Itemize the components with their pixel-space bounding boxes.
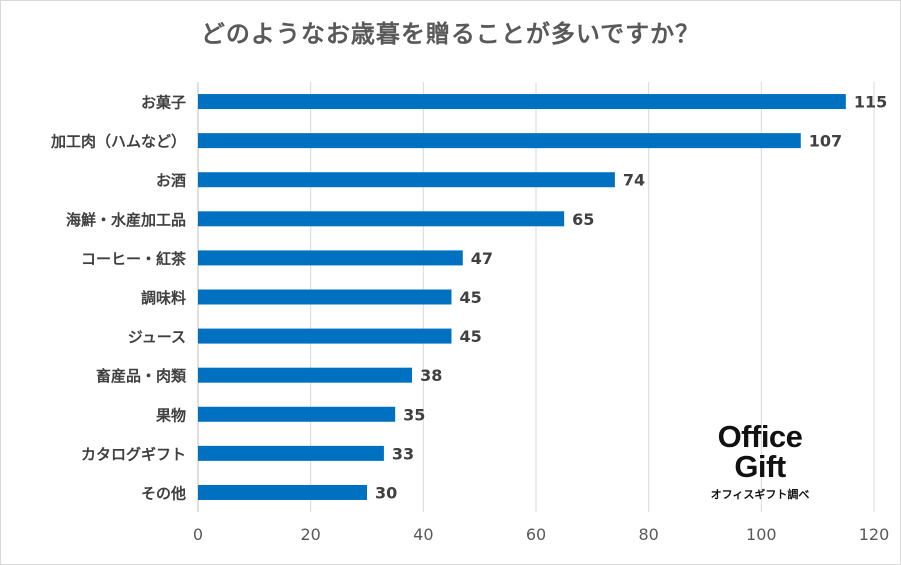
data-label: 45 (460, 327, 482, 346)
category-label: お酒 (156, 172, 186, 190)
category-label: 畜産品・肉類 (96, 367, 187, 385)
bar (198, 406, 396, 422)
bar-layer (198, 94, 846, 500)
bar (198, 172, 615, 188)
data-label: 45 (460, 288, 482, 307)
data-label: 65 (572, 210, 594, 229)
bar (198, 328, 452, 344)
x-tick-label: 80 (638, 525, 658, 544)
x-tick-label: 20 (300, 525, 320, 544)
data-label: 30 (375, 483, 397, 502)
bar (198, 367, 413, 383)
bar (198, 250, 463, 266)
category-label: 果物 (155, 406, 186, 424)
category-label: 調味料 (141, 289, 186, 307)
x-tick-label: 0 (193, 525, 203, 544)
data-label: 47 (471, 249, 493, 268)
x-tick-label: 120 (859, 525, 890, 544)
x-tick-label: 100 (746, 525, 777, 544)
category-label: カタログギフト (81, 445, 186, 463)
bar (198, 133, 801, 149)
bar (198, 445, 384, 461)
category-label: コーヒー・紅茶 (81, 250, 187, 268)
bar (198, 211, 565, 227)
data-label: 38 (420, 366, 442, 385)
data-label: 115 (854, 93, 887, 112)
logo-line-office: Office (717, 419, 803, 454)
bar (198, 484, 367, 500)
bar (198, 289, 452, 305)
category-label: 海鮮・水産加工品 (66, 211, 186, 229)
x-tick-label: 40 (413, 525, 433, 544)
data-label: 35 (403, 405, 425, 424)
source-caption: オフィスギフト調べ (710, 489, 810, 501)
x-tick-label: 60 (526, 525, 546, 544)
office-gift-logo: Office Gift オフィスギフト調べ (695, 419, 825, 502)
data-label: 107 (809, 132, 842, 151)
chart-title: どのようなお歳暮を贈ることが多いですか？ (200, 20, 701, 48)
category-label: 加工肉（ハムなど） (50, 133, 186, 151)
bar (198, 94, 846, 110)
category-label: お菓子 (141, 94, 186, 112)
category-label: その他 (141, 484, 186, 502)
label-layer: 0 20 40 60 80 100 120 115 お菓子 107 加工肉（ハムなど） 74 お酒 65 海… (50, 93, 889, 544)
data-label: 74 (623, 171, 645, 190)
logo-line-gift: Gift (734, 449, 786, 484)
data-label: 33 (392, 444, 414, 463)
category-label: ジュース (128, 328, 186, 346)
